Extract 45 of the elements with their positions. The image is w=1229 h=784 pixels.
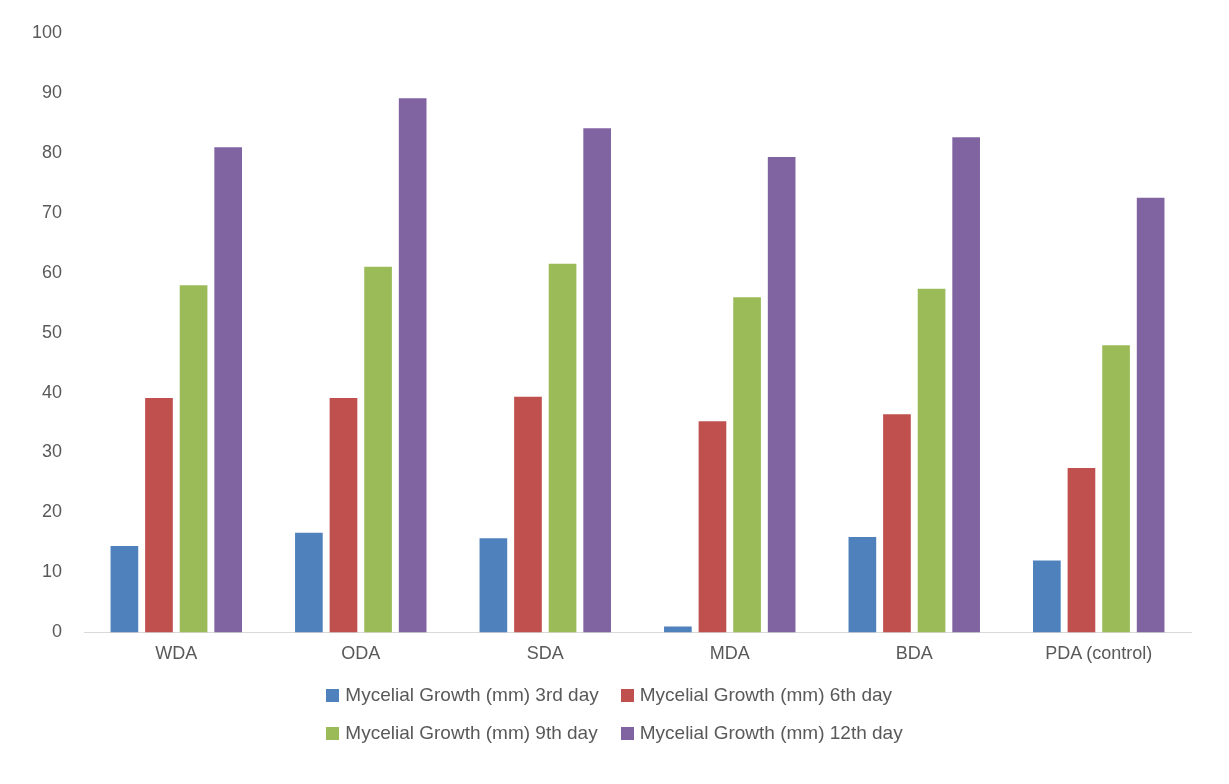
y-tick-label: 90 <box>42 81 63 102</box>
bar <box>767 156 796 633</box>
x-tick-label: PDA (control) <box>1045 643 1153 664</box>
bar <box>1067 468 1096 633</box>
bar <box>848 537 877 633</box>
x-tick-label: WDA <box>155 643 198 664</box>
bar <box>514 396 542 633</box>
legend-label: Mycelial Growth (mm) 3rd day <box>345 684 599 706</box>
y-tick-label: 70 <box>42 201 63 222</box>
legend-label: Mycelial Growth (mm) 9th day <box>345 722 598 744</box>
bar <box>952 137 980 633</box>
y-tick-label: 80 <box>42 141 63 162</box>
x-tick-label: ODA <box>341 643 381 664</box>
bar <box>179 285 208 633</box>
bar <box>398 98 427 633</box>
y-tick-label: 0 <box>52 621 63 642</box>
x-tick-label: SDA <box>526 643 564 664</box>
bar <box>364 266 392 633</box>
y-tick-label: 100 <box>31 21 63 42</box>
bar <box>1102 345 1130 633</box>
bar <box>145 397 173 633</box>
y-tick-label: 10 <box>42 561 63 582</box>
bar <box>1033 560 1061 633</box>
bar <box>295 532 323 633</box>
bar <box>664 626 692 633</box>
legend-label: Mycelial Growth (mm) 6th day <box>639 684 893 706</box>
bar <box>214 147 243 633</box>
bar <box>329 397 358 633</box>
bar <box>883 414 911 633</box>
x-tick-label: BDA <box>895 643 933 664</box>
bar <box>698 421 727 633</box>
bar <box>917 288 946 633</box>
bar <box>583 128 611 633</box>
bar <box>110 546 139 633</box>
y-tick-label: 40 <box>42 381 63 402</box>
bar <box>733 297 761 633</box>
bar <box>479 538 508 633</box>
y-tick-label: 50 <box>42 321 63 342</box>
y-tick-label: 60 <box>42 261 63 282</box>
bar <box>548 263 577 633</box>
x-tick-label: MDA <box>709 643 750 664</box>
y-tick-label: 20 <box>42 501 63 522</box>
bar <box>1136 197 1165 633</box>
legend-label: Mycelial Growth (mm) 12th day <box>639 722 903 744</box>
y-tick-label: 30 <box>42 441 63 462</box>
